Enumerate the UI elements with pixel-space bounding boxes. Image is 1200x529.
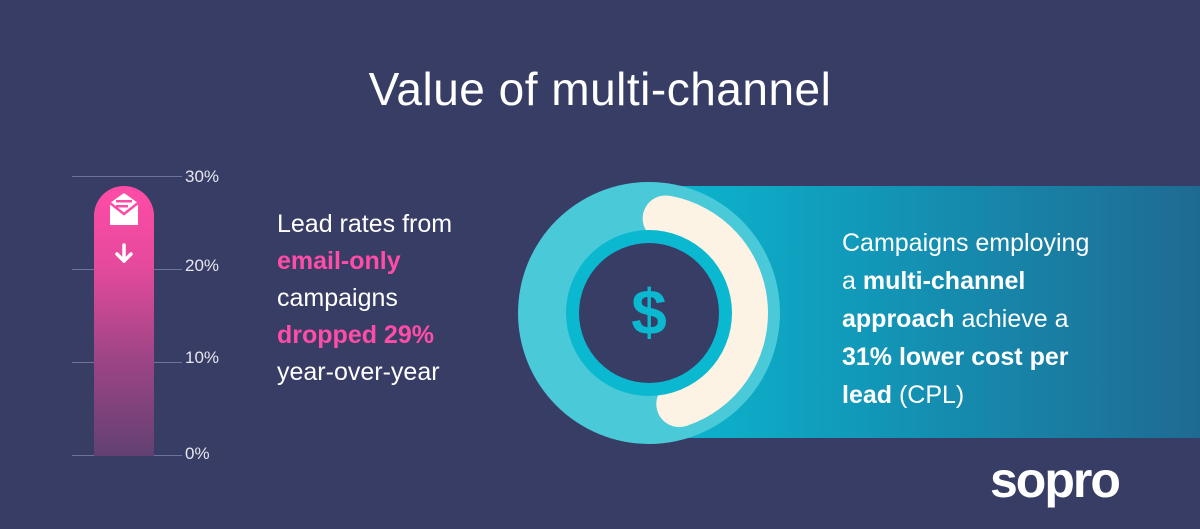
cpl-text-cpl: (CPL) xyxy=(892,381,965,409)
lead-highlight-email-only: email-only xyxy=(277,247,401,275)
cpl-line-2: a multi-channel xyxy=(842,262,1089,300)
gauge-gridline xyxy=(72,176,182,177)
dollar-icon: $ xyxy=(631,276,667,348)
cpl-line-1: Campaigns employing xyxy=(842,229,1090,257)
cpl-bold-lead: lead xyxy=(842,381,893,409)
cpl-line-5: lead (CPL) xyxy=(842,376,1089,414)
lead-line-1: Lead rates from xyxy=(277,210,453,238)
lead-line-3: campaigns xyxy=(277,284,398,312)
lead-line-5: year-over-year xyxy=(277,358,440,386)
donut-center xyxy=(579,243,719,383)
lead-rate-stat: Lead rates from email-only campaigns dro… xyxy=(277,206,452,391)
cpl-donut: $ xyxy=(518,182,780,444)
cpl-line-4: 31% lower cost per xyxy=(842,338,1089,376)
cpl-bold-31-lower: 31% lower cost per xyxy=(842,343,1069,371)
gauge-bar xyxy=(94,186,154,456)
gauge-tick-label: 0% xyxy=(185,444,210,463)
gauge-tick-label: 10% xyxy=(185,348,220,367)
sopro-logo: sopro xyxy=(990,452,1121,508)
cpl-bold-multichannel: multi-channel xyxy=(862,267,1026,295)
page-title: Value of multi-channel xyxy=(368,63,832,115)
donut-highlight-arc xyxy=(642,195,768,428)
cpl-text-achieve: achieve a xyxy=(954,305,1069,333)
cpl-stat: Campaigns employing a multi-channel appr… xyxy=(842,224,1089,414)
cpl-text-a: a xyxy=(842,267,863,295)
gauge-tick-label: 20% xyxy=(185,256,220,275)
email-icon xyxy=(109,193,139,264)
cpl-line-3: approach achieve a xyxy=(842,300,1089,338)
svg-text:$: $ xyxy=(631,276,667,348)
arrow-down-icon xyxy=(115,243,133,264)
email-lead-rate-gauge: 30% 20% 10% 0% xyxy=(70,168,240,466)
lead-highlight-dropped: dropped 29% xyxy=(277,321,434,349)
gauge-tick-label: 30% xyxy=(185,167,220,186)
gauge-icons xyxy=(94,185,154,270)
cpl-bold-approach: approach xyxy=(842,305,955,333)
